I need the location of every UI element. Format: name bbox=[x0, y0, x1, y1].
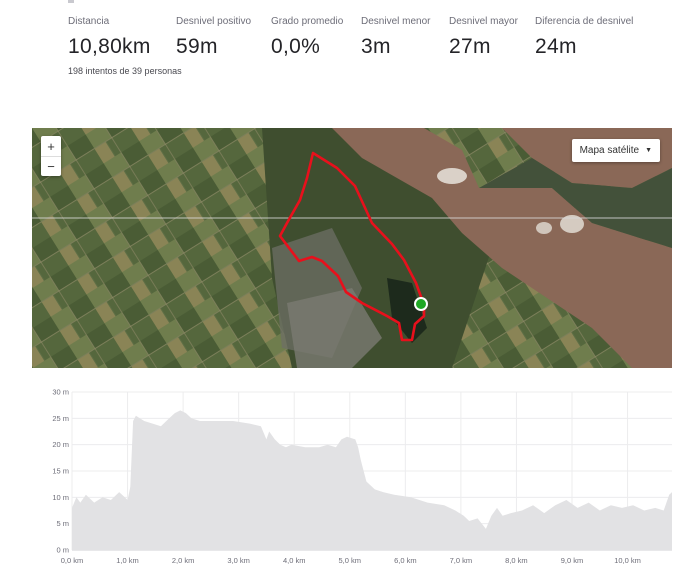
start-marker bbox=[414, 297, 428, 311]
x-tick-label: 7,0 km bbox=[450, 556, 473, 565]
stat-highest-elevation-value: 27m bbox=[449, 35, 491, 58]
elevation-area bbox=[72, 410, 672, 550]
x-tick-label: 10,0 km bbox=[614, 556, 641, 565]
y-tick-label: 10 m bbox=[52, 493, 69, 502]
zoom-in-button[interactable]: + bbox=[47, 138, 55, 154]
stat-average-grade-value: 0,0% bbox=[271, 35, 321, 58]
zoom-controls: + − bbox=[41, 136, 61, 176]
attempts-count: 198 intentos de 39 personas bbox=[68, 66, 182, 76]
stat-distance: Distancia 10,80km bbox=[68, 16, 176, 59]
stat-elevation-gain-label: Desnivel positivo bbox=[176, 16, 252, 27]
stat-elevation-difference-label: Diferencia de desnivel bbox=[535, 16, 634, 27]
route-path bbox=[278, 151, 426, 342]
stat-distance-label: Distancia bbox=[68, 16, 110, 27]
x-tick-label: 5,0 km bbox=[339, 556, 362, 565]
y-tick-label: 15 m bbox=[52, 467, 69, 476]
y-tick-label: 5 m bbox=[56, 519, 69, 528]
stat-lowest-elevation: Desnivel menor 3m bbox=[361, 16, 449, 59]
x-tick-label: 3,0 km bbox=[227, 556, 250, 565]
stat-distance-value: 10,80km bbox=[68, 35, 151, 58]
top-edge-fragment bbox=[68, 0, 74, 3]
stat-highest-elevation-label: Desnivel mayor bbox=[449, 16, 518, 27]
x-tick-label: 2,0 km bbox=[172, 556, 195, 565]
caret-down-icon: ▼ bbox=[645, 147, 652, 154]
stat-lowest-elevation-value: 3m bbox=[361, 35, 391, 58]
x-tick-label: 4,0 km bbox=[283, 556, 306, 565]
stat-lowest-elevation-label: Desnivel menor bbox=[361, 16, 431, 27]
satellite-imagery bbox=[32, 128, 672, 368]
y-tick-label: 25 m bbox=[52, 414, 69, 423]
x-tick-label: 9,0 km bbox=[561, 556, 584, 565]
stat-elevation-gain-value: 59m bbox=[176, 35, 218, 58]
x-tick-label: 0,0 km bbox=[61, 556, 84, 565]
stat-elevation-gain: Desnivel positivo 59m bbox=[176, 16, 271, 59]
x-tick-label: 6,0 km bbox=[394, 556, 417, 565]
zoom-out-button[interactable]: − bbox=[41, 156, 61, 176]
stats-row: Distancia 10,80km Desnivel positivo 59m … bbox=[68, 16, 633, 59]
y-tick-label: 0 m bbox=[56, 546, 69, 555]
stat-elevation-difference-value: 24m bbox=[535, 35, 577, 58]
route-map[interactable]: + − Mapa satélite ▼ bbox=[32, 128, 672, 368]
x-tick-labels: 0,0 km 1,0 km 2,0 km 3,0 km 4,0 km 5,0 km 6,0 … bbox=[61, 556, 641, 565]
map-type-dropdown[interactable]: Mapa satélite ▼ bbox=[571, 139, 660, 162]
y-tick-label: 20 m bbox=[52, 440, 69, 449]
stat-average-grade-label: Grado promedio bbox=[271, 16, 344, 27]
x-tick-label: 1,0 km bbox=[116, 556, 139, 565]
stat-average-grade: Grado promedio 0,0% bbox=[271, 16, 361, 59]
elevation-chart: 0 m 5 m 10 m 15 m 20 m 25 m 30 m 0,0 km 1,0 km 2… bbox=[52, 388, 672, 565]
stat-elevation-difference: Diferencia de desnivel 24m bbox=[535, 16, 633, 59]
y-tick-labels: 0 m 5 m 10 m 15 m 20 m 25 m 30 m bbox=[52, 388, 69, 555]
map-type-label: Mapa satélite bbox=[579, 145, 640, 156]
y-tick-label: 30 m bbox=[52, 388, 69, 397]
stat-highest-elevation: Desnivel mayor 27m bbox=[449, 16, 535, 59]
x-tick-label: 8,0 km bbox=[505, 556, 528, 565]
